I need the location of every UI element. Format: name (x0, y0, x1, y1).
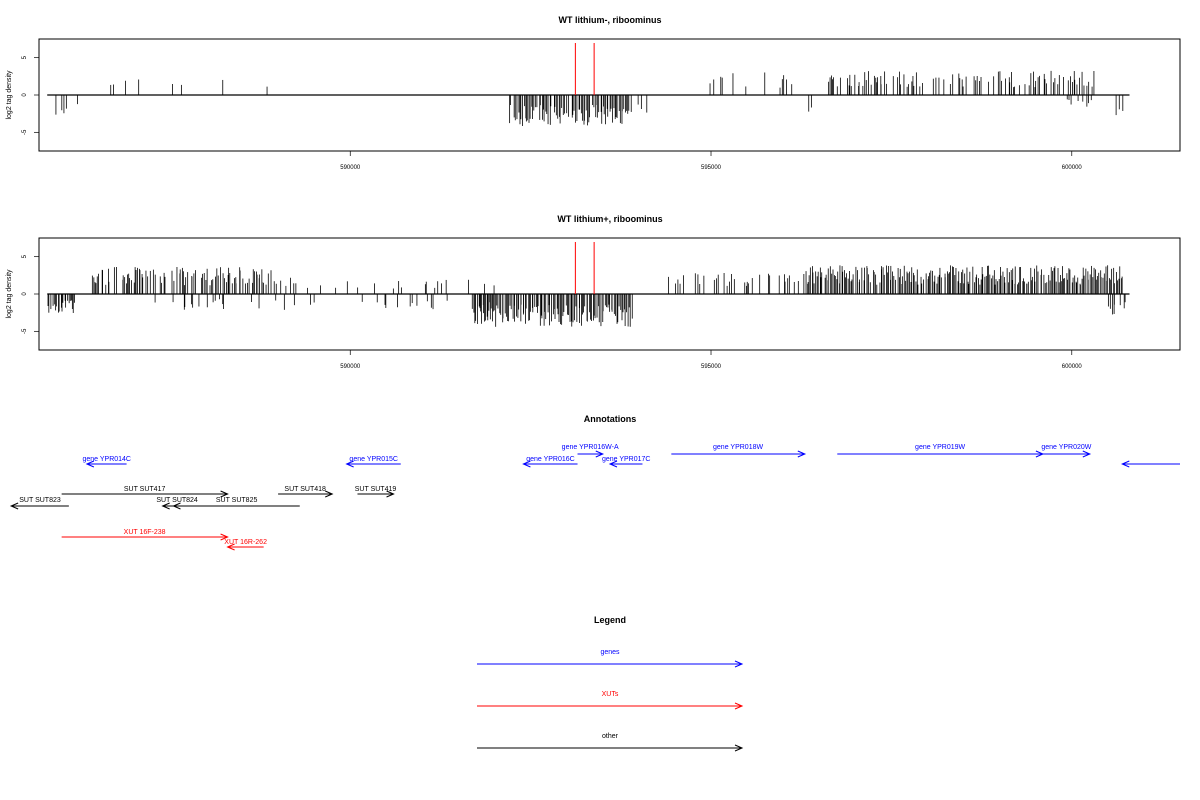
density-panel-lithium-plus: WT lithium+, riboominus log2 tag density… (6, 214, 1181, 370)
arrow-head (734, 744, 744, 752)
x-tick-label: 595000 (701, 165, 722, 171)
y-tick-label: -5 (22, 328, 28, 334)
density-bars (47, 265, 1130, 327)
annotation-feature: SUT SUT823 (9, 497, 69, 510)
arrow-head (220, 533, 229, 541)
arrow-head (595, 450, 605, 458)
arrow-head (1121, 460, 1130, 468)
annotation-feature: SUT SUT418 (278, 486, 334, 498)
arrow-head (172, 502, 181, 510)
annotation-feature: gene YPR018W (671, 444, 807, 458)
annotation-feature: gene YPR020W (1041, 444, 1092, 458)
x-tick-label: 590000 (340, 165, 361, 171)
legend-label: other (602, 733, 619, 740)
feature-label: gene YPR018W (713, 444, 763, 451)
feature-label: XUT 16R-262 (224, 539, 267, 546)
x-tick-label: 600000 (1062, 364, 1083, 370)
annotation-feature: gene YPR014C (82, 456, 131, 468)
annotation-feature: gene YPR017C (602, 456, 651, 468)
axes: -5 0 5 590000 595000 600000 (22, 55, 1082, 171)
y-axis-label: log2 tag density (6, 269, 13, 319)
annotation-feature: SUT SUT419 (355, 486, 397, 498)
x-tick-label: 595000 (701, 364, 722, 370)
feature-label: SUT SUT824 (156, 497, 198, 504)
arrow-head (220, 490, 229, 498)
position-markers (574, 43, 595, 95)
annotation-feature: SUT SUT825 (172, 497, 300, 510)
y-axis-label: log2 tag density (6, 70, 13, 120)
feature-label: gene YPR017C (602, 456, 651, 463)
arrow-head (797, 450, 807, 458)
feature-label: gene YPR016W-A (562, 444, 619, 451)
legend-title: Legend (594, 615, 626, 625)
y-tick-label: -5 (22, 129, 28, 135)
arrow-head (9, 502, 19, 510)
arrow-head (386, 490, 395, 498)
annotation-feature: XUT 16F-238 (61, 529, 229, 541)
feature-label: gene YPR020W (1041, 444, 1091, 451)
annotation-feature: gene YPR019W (837, 444, 1045, 458)
y-tick-label: 0 (22, 292, 28, 296)
density-panel-lithium-minus: WT lithium-, riboominus log2 tag density… (6, 15, 1181, 171)
annotation-feature (1121, 460, 1180, 468)
axes: -5 0 5 590000 595000 600000 (22, 254, 1082, 370)
feature-label: SUT SUT418 (284, 486, 326, 493)
feature-label: SUT SUT825 (216, 497, 258, 504)
y-tick-label: 0 (22, 93, 28, 97)
annotation-feature: gene YPR016W-A (562, 444, 619, 458)
feature-label: SUT SUT823 (19, 497, 61, 504)
legend-item: genes (477, 649, 744, 668)
x-tick-label: 600000 (1062, 165, 1083, 171)
annotation-feature: gene YPR015C (345, 456, 401, 468)
arrow-head (226, 543, 235, 551)
arrow-head (85, 460, 95, 468)
annotation-feature: SUT SUT417 (61, 486, 229, 498)
arrow-head (325, 490, 334, 498)
annotation-feature: gene YPR016C (522, 456, 578, 468)
feature-label: SUT SUT417 (124, 486, 166, 493)
arrow-head (734, 702, 744, 710)
panel-title: WT lithium-, riboominus (559, 15, 662, 25)
annotation-feature: XUT 16R-262 (224, 539, 267, 551)
arrow-head (734, 660, 744, 668)
legend-label: XUTs (602, 691, 619, 698)
arrow-head (345, 460, 354, 468)
legend-panel: Legend genes XUTs other (477, 615, 744, 752)
legend-items: genes XUTs other (477, 649, 744, 752)
position-markers (574, 242, 595, 294)
feature-label: XUT 16F-238 (124, 529, 166, 536)
legend-item: other (477, 733, 744, 752)
feature-label: gene YPR015C (349, 456, 398, 463)
feature-label: gene YPR014C (82, 456, 131, 463)
feature-label: gene YPR019W (915, 444, 965, 451)
legend-label: genes (600, 649, 620, 656)
arrow-head (522, 460, 531, 468)
x-tick-label: 590000 (340, 364, 361, 370)
annotations-title: Annotations (584, 414, 637, 424)
density-bars (47, 70, 1130, 127)
arrow-head (1082, 450, 1092, 458)
annotations-panel: Annotations gene YPR014C gene YPR015Cgene… (9, 414, 1180, 551)
y-tick-label: 5 (22, 254, 28, 258)
arrow-head (161, 502, 170, 510)
arrow-head (608, 460, 618, 468)
legend-item: XUTs (477, 691, 744, 710)
panel-title: WT lithium+, riboominus (557, 214, 662, 224)
feature-label: SUT SUT419 (355, 486, 397, 493)
annotation-features: gene YPR014C gene YPR015C gene YPR016W-A ge… (9, 444, 1180, 551)
y-tick-label: 5 (22, 55, 28, 59)
feature-label: gene YPR016C (526, 456, 575, 463)
